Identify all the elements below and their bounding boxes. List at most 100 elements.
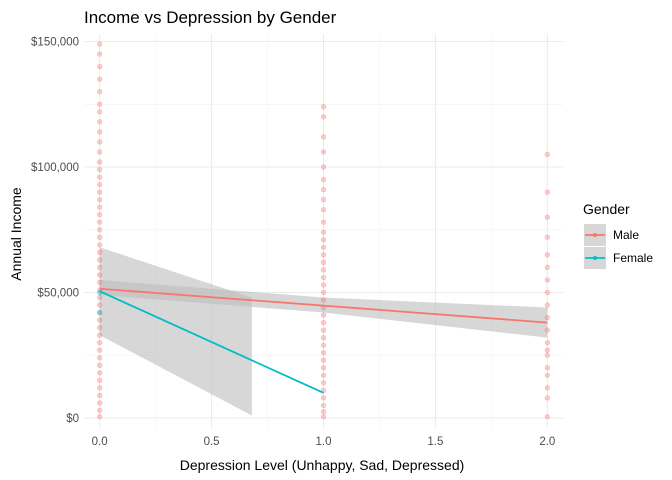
point-male xyxy=(320,244,327,250)
confidence-bands xyxy=(99,247,548,416)
y-tick-labels: $0 $50,000 $100,000 $150,000 xyxy=(31,37,79,425)
point-male xyxy=(97,149,103,155)
point-male xyxy=(97,129,103,135)
x-axis-title: Depression Level (Unhappy, Sad, Depresse… xyxy=(180,457,465,473)
point-male xyxy=(320,104,327,110)
point-male xyxy=(544,302,550,308)
point-male xyxy=(320,357,327,363)
y-axis-title: Annual Income xyxy=(8,187,24,281)
point-male xyxy=(320,327,327,333)
point-male xyxy=(97,109,103,115)
y-tick-label: $150,000 xyxy=(31,37,79,49)
point-male xyxy=(320,342,327,348)
point-male xyxy=(97,166,103,173)
point-male xyxy=(320,274,327,281)
point-male xyxy=(544,365,550,371)
point-male xyxy=(544,189,550,195)
point-male xyxy=(97,370,103,376)
x-tick-label: 1.5 xyxy=(427,436,443,448)
point-male xyxy=(97,227,103,233)
point-male xyxy=(97,414,103,420)
point-male xyxy=(97,294,103,301)
point-male xyxy=(97,325,103,331)
point-male xyxy=(544,395,550,401)
point-male xyxy=(320,414,327,420)
point-male xyxy=(544,234,550,240)
y-tick-label: $100,000 xyxy=(31,162,79,174)
point-male xyxy=(97,181,103,188)
point-male xyxy=(97,377,103,383)
point-male xyxy=(97,279,103,286)
point-male xyxy=(320,259,327,265)
legend-label-male: Male xyxy=(613,228,639,242)
x-tick-label: 2.0 xyxy=(539,436,555,448)
y-tick-label: $0 xyxy=(66,413,79,425)
point-male xyxy=(544,352,550,358)
point-male xyxy=(544,385,550,391)
point-male xyxy=(320,282,327,288)
point-male xyxy=(97,407,103,414)
point-male xyxy=(97,347,103,353)
point-male xyxy=(320,267,327,273)
point-male xyxy=(320,409,327,415)
legend-title: Gender xyxy=(583,201,630,217)
point-male xyxy=(320,289,327,296)
point-male xyxy=(97,317,103,323)
point-male xyxy=(544,340,550,346)
point-male xyxy=(97,249,103,255)
point-male xyxy=(97,272,103,278)
point-male xyxy=(97,257,103,263)
x-tick-label: 0.5 xyxy=(204,436,220,448)
point-male xyxy=(97,392,103,398)
point-male xyxy=(320,402,327,409)
point-male xyxy=(320,207,327,213)
point-male xyxy=(97,204,103,210)
point-male xyxy=(320,229,327,235)
point-male xyxy=(97,400,103,406)
fit-line-male xyxy=(99,287,548,324)
point-male xyxy=(97,159,103,165)
point-male xyxy=(97,64,103,70)
x-tick-label: 0.0 xyxy=(92,436,108,448)
point-male xyxy=(320,149,327,155)
point-male xyxy=(320,319,327,326)
point-male xyxy=(320,164,327,170)
point-male xyxy=(320,312,327,318)
y-tick-label: $50,000 xyxy=(37,287,79,299)
point-male xyxy=(320,176,327,183)
point-male xyxy=(97,234,103,240)
point-male xyxy=(320,395,327,401)
point-male xyxy=(97,76,103,82)
data-points xyxy=(97,41,550,420)
chart-title: Income vs Depression by Gender xyxy=(84,8,337,27)
point-male xyxy=(544,327,550,333)
point-male xyxy=(320,237,327,243)
point-male xyxy=(544,314,550,321)
point-male xyxy=(320,335,327,341)
point-male xyxy=(97,119,103,125)
point-male xyxy=(320,114,327,120)
fit-line-female xyxy=(99,290,324,394)
point-male xyxy=(544,264,550,270)
point-male xyxy=(97,219,103,225)
point-male xyxy=(97,332,103,338)
point-male xyxy=(544,214,550,220)
point-male xyxy=(97,51,103,57)
x-tick-label: 1.0 xyxy=(316,436,332,448)
point-male xyxy=(320,134,327,140)
confidence-band-female xyxy=(99,247,252,416)
point-male xyxy=(544,277,550,283)
point-male xyxy=(97,139,103,145)
legend-label-female: Female xyxy=(613,251,653,265)
point-male xyxy=(97,197,103,203)
point-male xyxy=(320,186,327,193)
x-tick-labels: 0.0 0.5 1.0 1.5 2.0 xyxy=(92,436,556,448)
point-male xyxy=(97,41,103,47)
point-male xyxy=(320,372,327,378)
point-male xyxy=(544,151,550,158)
point-male xyxy=(97,89,103,95)
point-male xyxy=(97,189,103,195)
point-male xyxy=(97,174,103,180)
legend-dot-male xyxy=(593,233,597,237)
